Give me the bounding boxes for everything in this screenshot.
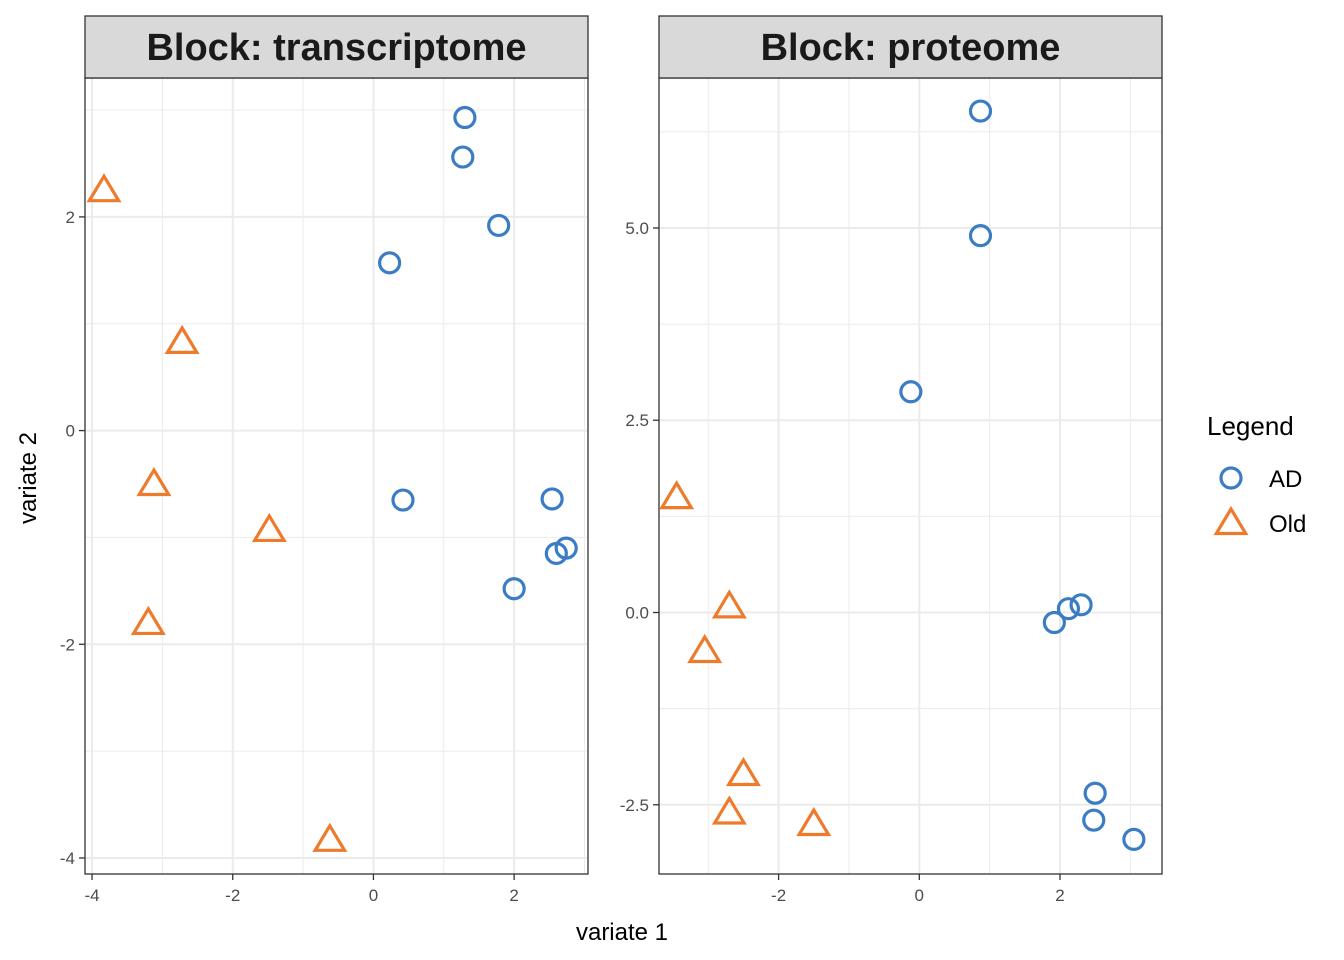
point-ad-circle: [378, 251, 402, 275]
y-tick-label: -2.5: [620, 796, 649, 815]
point-old-triangle: [659, 480, 695, 510]
x-tick-label: 2: [509, 886, 518, 905]
point-ad-circle: [1083, 781, 1107, 805]
legend-key-ad: [1219, 466, 1243, 490]
legend-title: Legend: [1207, 411, 1294, 441]
legend-items: AD Old: [1213, 466, 1306, 538]
facet-strip-title: Block: proteome: [761, 27, 1061, 69]
x-tick-label: -2: [771, 886, 786, 905]
x-tick-label: 2: [1055, 886, 1064, 905]
point-ad-circle: [968, 224, 993, 248]
panel-2: Block: proteome -2 0 2 -2.5 0.0 2.5 5.0: [620, 15, 1163, 905]
point-ad-circle: [487, 213, 511, 238]
point-ad-circle: [968, 99, 993, 123]
point-ad-circle: [391, 488, 415, 512]
facet-strip: [658, 15, 1163, 79]
y-tick-label: -2: [60, 635, 75, 654]
point-ad-circle: [451, 145, 475, 169]
point-old-triangle: [164, 324, 200, 355]
point-ad-circle: [540, 487, 564, 511]
point-ad-circle: [554, 536, 578, 560]
y-tick-label: 5.0: [625, 219, 649, 238]
facet-strip: [84, 15, 589, 79]
y-tick-label: -4: [60, 849, 75, 868]
point-old-triangle: [251, 512, 287, 543]
point-ad-circle: [502, 577, 526, 601]
point-ad-circle: [1042, 610, 1066, 635]
legend: Legend AD Old: [1207, 411, 1306, 538]
facet-strip-title: Block: transcriptome: [146, 27, 526, 69]
y-tick-label: 2: [66, 208, 75, 227]
point-old-triangle: [711, 795, 747, 825]
y-tick-label: 2.5: [625, 411, 649, 430]
point-ad-circle: [453, 105, 477, 130]
point-ad-circle: [1082, 808, 1106, 832]
y-tick-label: 0.0: [625, 604, 649, 623]
point-ad-circle: [1056, 597, 1081, 621]
x-tick-label: -2: [225, 886, 240, 905]
point-old-triangle: [725, 756, 761, 787]
point-old-triangle: [86, 173, 122, 203]
point-ad-circle: [1069, 593, 1093, 617]
point-old-triangle: [312, 822, 348, 852]
y-tick-label: 0: [66, 422, 75, 441]
point-ad-circle: [899, 380, 923, 404]
point-old-triangle: [796, 806, 832, 837]
point-old-triangle: [130, 605, 166, 636]
legend-key-old: [1213, 505, 1249, 536]
legend-label-ad: AD: [1269, 466, 1302, 493]
x-axis-title: variate 1: [576, 919, 668, 946]
panel-1: Block: transcriptome -4 -2 0 2 -4 -2 0 2: [60, 15, 589, 905]
point-old-triangle: [687, 633, 723, 664]
y-axis-title: variate 2: [15, 432, 42, 524]
x-tick-label: 0: [915, 886, 924, 905]
panel-background: [85, 78, 588, 874]
point-old-triangle: [136, 466, 172, 497]
point-ad-circle: [1122, 827, 1146, 851]
x-tick-label: 0: [369, 886, 378, 905]
panel-background: [659, 78, 1162, 874]
point-old-triangle: [711, 589, 747, 619]
legend-label-old: Old: [1269, 511, 1306, 538]
x-tick-label: -4: [84, 886, 99, 905]
